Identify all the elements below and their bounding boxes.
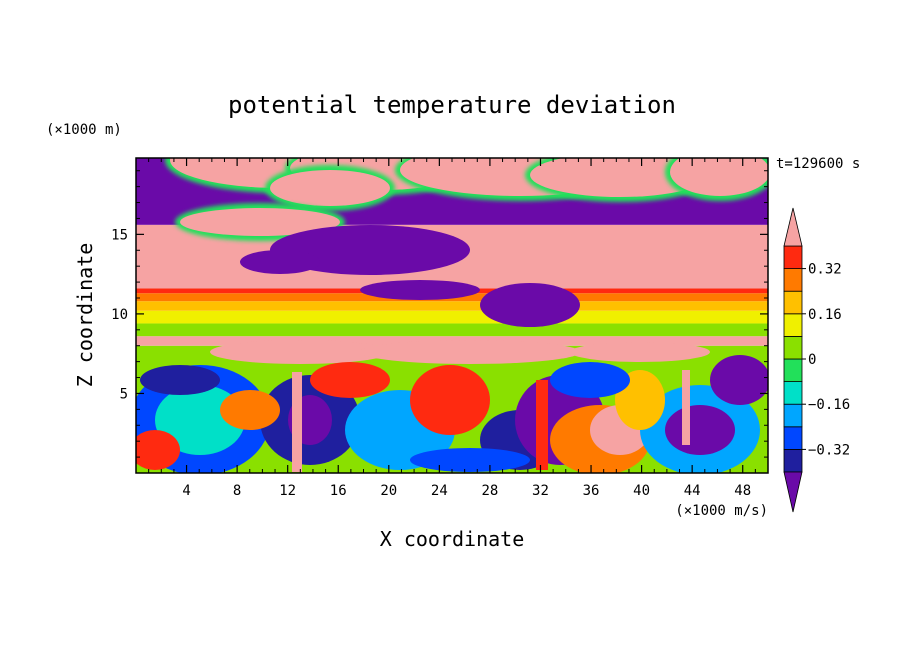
y-unit-label: (×1000 m) bbox=[46, 122, 122, 138]
colorbar-segment bbox=[783, 358, 803, 383]
field-plume bbox=[682, 370, 690, 445]
x-tick-label: 20 bbox=[380, 483, 397, 499]
band-orange-light bbox=[136, 301, 768, 311]
heatmap-field bbox=[136, 158, 768, 473]
band-green bbox=[136, 323, 768, 337]
x-tick-label: 8 bbox=[233, 483, 241, 499]
x-tick-label: 28 bbox=[481, 483, 498, 499]
field-blob bbox=[530, 158, 710, 197]
colorbar-tick-label: 0.16 bbox=[808, 307, 842, 323]
y-tick-label: 15 bbox=[111, 227, 128, 243]
band-yellow bbox=[136, 310, 768, 324]
x-axis: 4 8 12 16 20 24 28 32 36 40 44 48 bbox=[148, 158, 756, 499]
field-blob bbox=[360, 280, 480, 300]
colorbar-segment bbox=[783, 335, 803, 360]
x-tick-label: 12 bbox=[279, 483, 296, 499]
colorbar-segment bbox=[783, 403, 803, 428]
colorbar-segment bbox=[783, 313, 803, 337]
field-blob bbox=[140, 365, 220, 395]
y-tick-label: 10 bbox=[111, 307, 128, 323]
field-blob bbox=[270, 170, 390, 206]
field-plume bbox=[536, 380, 548, 470]
colorbar: 0.32 0.16 0 −0.16 −0.32 bbox=[783, 207, 850, 513]
colorbar-tick-label: 0.32 bbox=[808, 262, 842, 278]
field-blob bbox=[180, 208, 340, 236]
x-tick-label: 16 bbox=[330, 483, 347, 499]
colorbar-tick-label: 0 bbox=[808, 352, 816, 368]
x-tick-label: 4 bbox=[182, 483, 190, 499]
field-blob bbox=[670, 158, 768, 196]
x-tick-label: 44 bbox=[684, 483, 701, 499]
field-blob bbox=[665, 405, 735, 455]
colorbar-segment bbox=[783, 448, 803, 473]
colorbar-extend-min bbox=[783, 471, 803, 513]
colorbar-segment bbox=[783, 268, 803, 292]
x-tick-label: 48 bbox=[734, 483, 751, 499]
x-tick-label: 40 bbox=[633, 483, 650, 499]
field-blob bbox=[210, 340, 390, 364]
colorbar-tick-label: −0.16 bbox=[808, 397, 850, 413]
colorbar-segment bbox=[783, 245, 803, 270]
field-blob bbox=[570, 342, 710, 362]
x-tick-label: 36 bbox=[583, 483, 600, 499]
field-blob bbox=[310, 362, 390, 398]
field-blob bbox=[710, 355, 768, 405]
y-axis-label: Z coordinate bbox=[73, 243, 97, 388]
y-axis: 5 10 15 bbox=[111, 170, 768, 458]
x-axis-label: X coordinate bbox=[380, 527, 525, 551]
colorbar-segment bbox=[783, 381, 803, 405]
time-label: t=129600 s bbox=[776, 156, 860, 172]
field-blob bbox=[240, 250, 320, 274]
field-blob bbox=[480, 283, 580, 327]
y-tick-label: 5 bbox=[120, 386, 128, 402]
field-blob bbox=[220, 390, 280, 430]
field-blob bbox=[410, 365, 490, 435]
field-blob bbox=[136, 430, 180, 470]
colorbar-tick-label: −0.32 bbox=[808, 442, 850, 458]
field-blob bbox=[270, 225, 470, 275]
colorbar-segment bbox=[783, 290, 803, 315]
field-blob bbox=[550, 362, 630, 398]
field-plume bbox=[292, 372, 302, 472]
x-tick-label: 32 bbox=[532, 483, 549, 499]
x-tick-label: 24 bbox=[431, 483, 448, 499]
colorbar-segment bbox=[783, 426, 803, 450]
field-blob bbox=[360, 340, 580, 364]
colorbar-extend-max bbox=[783, 207, 803, 247]
x-unit-label: (×1000 m/s) bbox=[675, 503, 768, 519]
field-blob bbox=[410, 448, 530, 472]
chart-title: potential temperature deviation bbox=[228, 91, 676, 119]
